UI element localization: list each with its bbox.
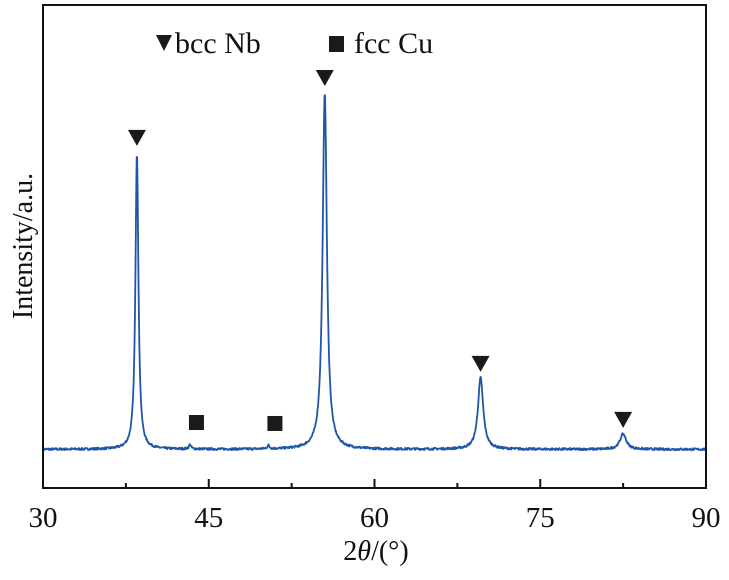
x-tick-label: 90 <box>692 502 721 534</box>
x-axis-title: 2θ/(°) <box>343 536 408 567</box>
legend-label-bcc-nb: bcc Nb <box>175 27 261 60</box>
x-tick-labels: 30 45 60 75 90 <box>29 502 721 534</box>
x-tick-label: 75 <box>526 502 555 534</box>
y-axis-title: Intensity/a.u. <box>8 173 39 319</box>
legend-label-fcc-cu: fcc Cu <box>354 27 433 60</box>
series-group <box>42 94 707 452</box>
legend-triangle-icon <box>156 35 172 51</box>
bcc-nb-triangle-marker <box>614 411 633 428</box>
bcc-nb-triangle-marker <box>315 69 334 86</box>
fcc-cu-square-marker <box>188 415 204 431</box>
fcc-cu-square-marker <box>267 415 283 431</box>
x-axis-title-suffix: /(°) <box>371 536 409 567</box>
legend-square-icon <box>329 36 344 52</box>
x-tick-label: 60 <box>360 502 389 534</box>
x-tick-label: 45 <box>194 502 223 534</box>
peak-markers <box>127 69 633 431</box>
legend: bcc Nb fcc Cu <box>156 27 433 60</box>
x-axis-title-prefix: 2 <box>343 536 357 567</box>
xrd-series-line <box>42 94 707 452</box>
plot-frame <box>42 4 707 489</box>
x-axis-title-theta: θ <box>357 536 371 567</box>
x-tick-label: 30 <box>29 502 58 534</box>
x-axis-ticks <box>42 479 707 488</box>
bcc-nb-triangle-marker <box>471 355 490 372</box>
bcc-nb-triangle-marker <box>127 129 146 146</box>
